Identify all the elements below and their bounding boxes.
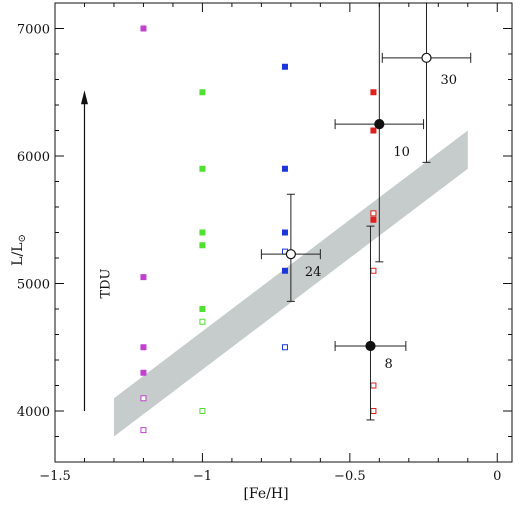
data-point-filled: [140, 25, 147, 32]
y-tick-label: 4000: [17, 405, 50, 420]
cluster-24: 24: [260, 193, 322, 302]
cluster-marker: [365, 340, 376, 352]
x-tick-label: −0.5: [334, 469, 366, 484]
data-point-open: [140, 427, 147, 434]
data-point-filled: [199, 165, 206, 172]
data-point-filled: [370, 127, 377, 134]
data-point-filled: [281, 63, 288, 70]
tdu-label: TDU: [98, 268, 113, 298]
axis-ticks: −1.5 −1 −0.5 0 4000 5000 6000 7000: [17, 2, 512, 484]
y-axis-label: L/L⊙: [10, 234, 28, 266]
y-tick-label: 6000: [17, 150, 50, 165]
data-point-filled: [281, 229, 288, 236]
data-point-filled: [281, 267, 288, 274]
data-point-filled: [140, 274, 147, 281]
tdu-arrow-head: [80, 90, 88, 105]
data-point-filled: [199, 89, 206, 96]
cluster-marker: [374, 119, 385, 130]
cluster-label: 24: [305, 265, 322, 280]
cluster-label: 10: [393, 145, 410, 160]
points-layer: [140, 25, 377, 434]
x-tick-label: −1: [193, 469, 212, 484]
data-point-open: [370, 210, 377, 217]
data-point-filled: [199, 306, 206, 312]
cluster-marker: [421, 52, 432, 63]
cluster-10: 10: [334, 3, 425, 263]
cluster-30: 30: [381, 3, 472, 163]
cluster-label: 30: [440, 73, 457, 88]
y-axis-label-sub: ⊙: [17, 234, 28, 242]
y-tick-label: 5000: [17, 278, 50, 293]
x-tick-label: 0: [493, 469, 501, 484]
x-axis-label: [Fe/H]: [243, 486, 288, 502]
data-point-filled: [199, 242, 206, 249]
data-point-open: [199, 408, 206, 414]
x-tick-label: −1.5: [39, 469, 71, 484]
data-point-open: [199, 318, 206, 325]
y-axis-label-main: L/L: [10, 243, 26, 266]
data-point-filled: [370, 216, 377, 223]
cluster-layer: 30 10 24 8: [260, 3, 472, 421]
cluster-8: 8: [334, 225, 407, 421]
data-point-filled: [140, 344, 147, 351]
data-point-filled: [140, 369, 147, 376]
data-point-open: [370, 408, 377, 414]
data-point-open: [370, 267, 377, 274]
data-point-filled: [281, 165, 288, 172]
annotation-layer: TDU: [80, 90, 113, 411]
data-point-open: [370, 382, 377, 389]
data-point-filled: [199, 229, 206, 236]
cluster-label: 8: [384, 357, 392, 372]
cluster-marker: [285, 249, 296, 260]
data-point-open: [281, 344, 288, 351]
data-point-filled: [370, 89, 377, 96]
data-point-open: [140, 395, 147, 402]
y-tick-label: 7000: [17, 23, 50, 38]
